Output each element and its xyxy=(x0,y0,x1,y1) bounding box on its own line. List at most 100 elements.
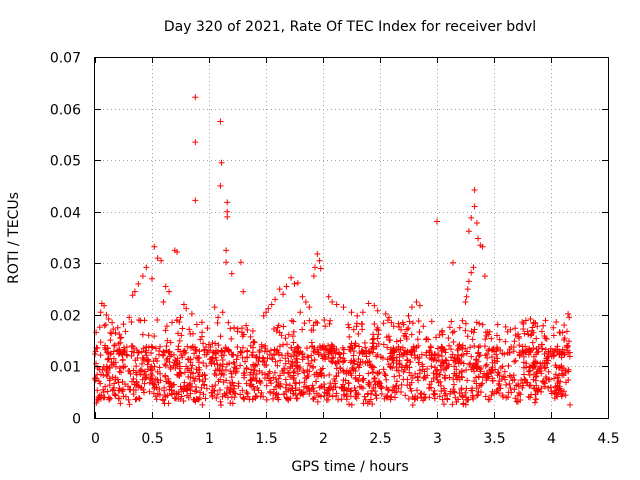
data-point xyxy=(506,380,513,387)
data-point xyxy=(104,356,111,363)
data-point xyxy=(103,367,110,374)
data-point xyxy=(166,288,173,295)
x-tick-label: 3 xyxy=(433,431,442,447)
data-point xyxy=(538,363,545,370)
data-point xyxy=(271,386,278,393)
data-point xyxy=(518,377,525,384)
data-point xyxy=(187,387,194,394)
data-point xyxy=(413,344,420,351)
data-point xyxy=(519,347,526,354)
data-point xyxy=(530,371,537,378)
data-point xyxy=(475,374,482,381)
data-point xyxy=(358,320,365,327)
data-point xyxy=(482,393,489,400)
data-point xyxy=(222,392,229,399)
data-point xyxy=(218,159,225,166)
y-tick-label: 0.07 xyxy=(50,51,81,67)
data-point xyxy=(310,385,317,392)
data-point xyxy=(520,326,527,333)
data-point xyxy=(100,394,107,401)
y-tick-label: 0.05 xyxy=(50,154,81,170)
data-point xyxy=(357,359,364,366)
data-point xyxy=(110,355,117,362)
data-point xyxy=(117,335,124,342)
data-point xyxy=(141,368,148,375)
data-point xyxy=(188,344,195,351)
data-point xyxy=(387,396,394,403)
data-point xyxy=(313,390,320,397)
data-point xyxy=(224,213,231,220)
data-point xyxy=(148,349,155,356)
data-point xyxy=(303,345,310,352)
data-point xyxy=(566,349,573,356)
data-point xyxy=(302,298,309,305)
data-point xyxy=(119,378,126,385)
data-point xyxy=(297,364,304,371)
data-point xyxy=(118,334,125,341)
data-point xyxy=(350,365,357,372)
data-point xyxy=(468,214,475,221)
data-point xyxy=(455,360,462,367)
data-point xyxy=(438,388,445,395)
data-point xyxy=(328,341,335,348)
data-point xyxy=(424,365,431,372)
data-point xyxy=(530,345,537,352)
data-point xyxy=(418,394,425,401)
data-point xyxy=(164,355,171,362)
data-point xyxy=(108,330,115,337)
data-point xyxy=(404,357,411,364)
data-point xyxy=(420,323,427,330)
data-point xyxy=(412,370,419,377)
data-point xyxy=(513,398,520,405)
data-point xyxy=(318,372,325,379)
data-point xyxy=(299,326,306,333)
data-point xyxy=(365,390,372,397)
data-point xyxy=(559,372,566,379)
data-point xyxy=(208,360,215,367)
data-point xyxy=(110,326,117,333)
data-point xyxy=(337,354,344,361)
data-point xyxy=(234,352,241,359)
data-point xyxy=(353,320,360,327)
data-point xyxy=(145,332,152,339)
data-point xyxy=(359,351,366,358)
data-point xyxy=(288,385,295,392)
data-point xyxy=(384,344,391,351)
data-point xyxy=(106,364,113,371)
data-point xyxy=(511,338,518,345)
data-point xyxy=(143,352,150,359)
data-point xyxy=(376,379,383,386)
data-point xyxy=(345,324,352,331)
data-point xyxy=(515,333,522,340)
data-point xyxy=(231,385,238,392)
data-point xyxy=(524,328,531,335)
data-point xyxy=(178,352,185,359)
data-point xyxy=(363,353,370,360)
data-point xyxy=(502,323,509,330)
data-point xyxy=(446,342,453,349)
data-point xyxy=(481,273,488,280)
data-point xyxy=(140,356,147,363)
data-point xyxy=(459,394,466,401)
data-point xyxy=(202,395,209,402)
data-point xyxy=(111,342,118,349)
data-point xyxy=(136,368,143,375)
data-point xyxy=(353,395,360,402)
data-point xyxy=(223,247,230,254)
data-point xyxy=(346,333,353,340)
data-point xyxy=(235,380,242,387)
data-point xyxy=(247,333,254,340)
data-point xyxy=(408,304,415,311)
data-point xyxy=(500,373,507,380)
x-tick-label: 2.5 xyxy=(369,431,391,447)
data-point xyxy=(282,335,289,342)
data-point xyxy=(369,349,376,356)
data-point xyxy=(212,354,219,361)
data-point xyxy=(271,369,278,376)
data-point xyxy=(349,364,356,371)
data-point xyxy=(370,331,377,338)
data-point xyxy=(416,370,423,377)
data-point xyxy=(471,343,478,350)
data-point xyxy=(497,346,504,353)
data-point xyxy=(105,355,112,362)
